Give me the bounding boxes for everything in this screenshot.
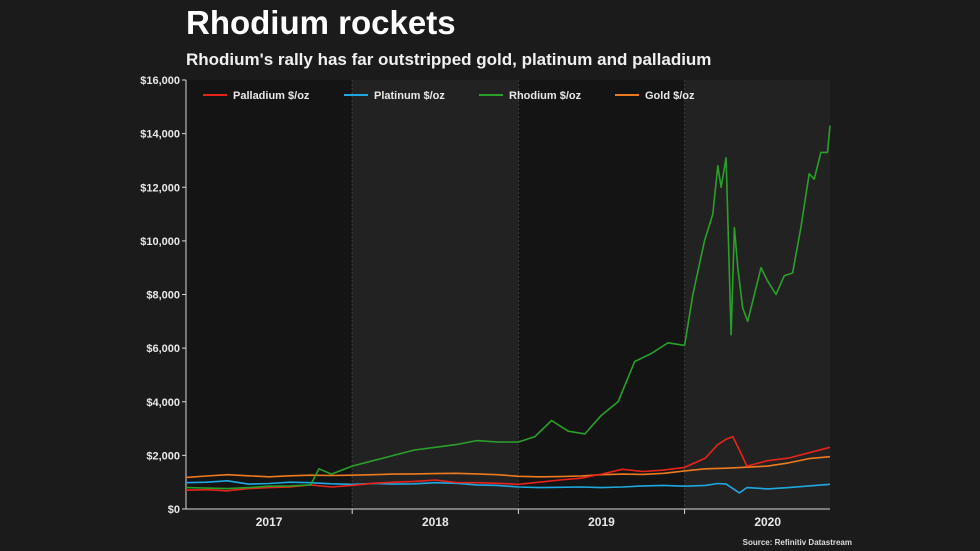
shaded-year-band bbox=[684, 80, 830, 509]
legend-label-gold: Gold $/oz bbox=[645, 90, 695, 102]
legend-label-rhodium: Rhodium $/oz bbox=[509, 90, 582, 102]
y-tick-label: $16,000 bbox=[140, 75, 180, 87]
y-tick-label: $8,000 bbox=[146, 290, 180, 302]
x-tick-label: 2017 bbox=[256, 515, 283, 529]
shaded-year-band bbox=[352, 80, 519, 509]
chart-subtitle: Rhodium's rally has far outstripped gold… bbox=[186, 50, 712, 69]
y-tick-label: $6,000 bbox=[146, 343, 180, 355]
y-tick-label: $14,000 bbox=[140, 129, 180, 141]
x-tick-label: 2018 bbox=[422, 515, 449, 529]
legend-label-palladium: Palladium $/oz bbox=[233, 90, 310, 102]
y-tick-label: $12,000 bbox=[140, 182, 180, 194]
y-tick-label: $10,000 bbox=[140, 236, 180, 248]
y-tick-label: $2,000 bbox=[146, 450, 180, 462]
series-line-gold bbox=[185, 455, 831, 479]
y-tick-label: $4,000 bbox=[146, 397, 180, 409]
y-tick-label: $0 bbox=[168, 504, 180, 516]
series-line-rhodium bbox=[185, 125, 831, 490]
series-line-platinum bbox=[185, 480, 831, 494]
legend-label-platinum: Platinum $/oz bbox=[374, 90, 445, 102]
x-tick-label: 2020 bbox=[754, 515, 781, 529]
source-note: Source: Refinitiv Datastream bbox=[742, 538, 852, 547]
chart-title: Rhodium rockets bbox=[186, 4, 456, 41]
x-tick-label: 2019 bbox=[588, 515, 615, 529]
